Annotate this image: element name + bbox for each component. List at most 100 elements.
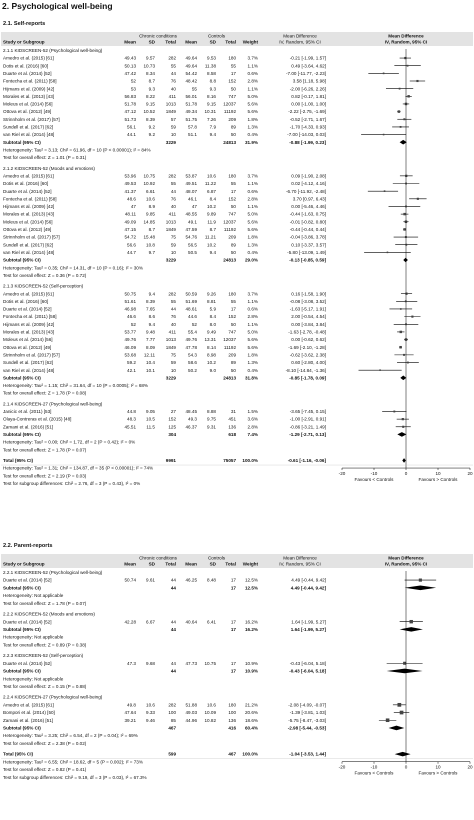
total-n2: 467 <box>228 752 236 757</box>
cell-n2: 89 <box>231 360 237 365</box>
cell-sd1: 9.15 <box>146 102 155 107</box>
study-marker <box>399 308 402 310</box>
cell-m2: 50.59 <box>186 291 198 296</box>
cell-n2: 136 <box>228 718 236 723</box>
cell-w: 5.0% <box>248 330 258 335</box>
mean-header: Mean <box>185 40 197 45</box>
cell-m2: 54.76 <box>186 235 198 240</box>
cell-n1: 1849 <box>166 109 177 114</box>
subtotal-n1: 304 <box>168 432 176 437</box>
cell-sd1: 10.6 <box>146 702 155 707</box>
study-name: Morales et al. (2013) [43] <box>3 330 54 335</box>
cell-n2: 17 <box>231 619 237 624</box>
cell-w: 20.6% <box>245 710 258 715</box>
cell-sd2: 10.6 <box>207 702 216 707</box>
subgroup-title: 2.2.3 KIDSCREEN-52 (Self-perception) <box>3 653 84 658</box>
ci-text: -6.70 [-11.92, -2.48] <box>286 189 326 194</box>
study-name: Duarte et al. (2014) [52] <box>3 189 52 194</box>
overall-effect-text: Test for overall effect: Z = 1.78 (P = 0… <box>3 601 87 606</box>
subtotal-diamond <box>399 139 407 145</box>
ci-text: 0.00 [-1.00, 1.00] <box>291 102 326 107</box>
cell-n1: 1013 <box>166 102 177 107</box>
cell-n1: 75 <box>171 352 177 357</box>
ci-text: -0.86 [-3.21, 1.49] <box>290 424 326 429</box>
overall-effect-text: Test for overall effect: Z = 2.38 (P = 0… <box>3 741 87 746</box>
cell-n2: 209 <box>228 117 236 122</box>
cell-sd2: 11.22 <box>205 181 217 186</box>
cell-sd1: 9.68 <box>146 661 155 666</box>
cell-m1: 44.8 <box>127 409 136 414</box>
subtotal-ci: 4.49 [-0.44, 9.42] <box>291 585 327 590</box>
cell-n1: 40 <box>171 86 177 91</box>
cell-w: 0.4% <box>248 368 258 373</box>
subtotal-n2: 416 <box>228 726 236 731</box>
ci-text: -1.69 [-2.10, -1.28] <box>288 345 326 350</box>
cell-n1: 282 <box>168 173 176 178</box>
subtotal-ci: -0.88 [-1.99, 0.23] <box>289 140 326 145</box>
subtotal-label: Subtotal (95% CI) <box>3 726 41 731</box>
cell-m1: 53.77 <box>125 330 137 335</box>
section-title: 2.2. Parent-reports <box>3 543 52 549</box>
cell-m2: 47 <box>192 204 198 209</box>
cell-n2: 55 <box>231 181 237 186</box>
cell-m2: 40.64 <box>186 619 198 624</box>
cell-n2: 55 <box>231 299 237 304</box>
subtotal-weight: 12.5% <box>245 585 258 590</box>
cell-sd2: 7.26 <box>207 117 216 122</box>
subtotal-ci: -2.98 [-5.44, -0.53] <box>288 726 327 731</box>
cell-n1: 411 <box>169 212 177 217</box>
cell-m1: 59.2 <box>127 360 136 365</box>
ci-text: -2.22 [-2.75, -1.69] <box>288 109 326 114</box>
cell-sd2: 13.31 <box>205 337 217 342</box>
md-method-header-table: IV, Random, 95% CI <box>279 562 320 567</box>
overall-effect-text: Test for overall effect: Z = 1.78 (P = 0… <box>3 447 87 452</box>
subtotal-weight: 7.4% <box>248 432 258 437</box>
cell-m2: 48.61 <box>186 307 198 312</box>
cell-sd2: 8.16 <box>207 94 216 99</box>
cell-w: 16.2% <box>245 619 258 624</box>
overall-effect-text: Test for overall effect: Z = 0.36 (P = 0… <box>3 273 87 278</box>
study-marker <box>407 361 409 364</box>
cell-n1: 125 <box>168 424 176 429</box>
cell-sd2: 9.53 <box>207 56 216 61</box>
cell-m1: 49.8 <box>127 702 136 707</box>
subtotal-n2: 24813 <box>223 140 236 145</box>
cell-m1: 50.13 <box>125 63 137 68</box>
cell-m1: 50.75 <box>125 291 137 296</box>
cell-sd1: 8.7 <box>149 79 156 84</box>
cell-sd1: 11.5 <box>146 424 155 429</box>
subtotal-n1: 467 <box>168 726 176 731</box>
study-name: Moleus et al. (2014) [56] <box>3 337 53 342</box>
total-header: Total <box>165 562 176 567</box>
study-marker <box>399 345 402 349</box>
total-n1: 9991 <box>166 458 177 463</box>
subtotal-label: Subtotal (95% CI) <box>3 375 41 380</box>
total-header: Total <box>165 40 176 45</box>
cell-sd1: 9.2 <box>149 132 156 137</box>
study-marker <box>385 718 390 723</box>
cell-n2: 17 <box>231 307 237 312</box>
cell-m1: 49.43 <box>125 56 137 61</box>
cell-n1: 44 <box>171 661 177 666</box>
study-name: Fontecha et al. (2011) [58] <box>3 314 57 319</box>
subgroup-title: 2.1.3 KIDSCREEN-52 (Self-perception) <box>3 284 84 289</box>
subtotal-diamond <box>404 585 437 591</box>
cell-sd2: 9.31 <box>207 424 216 429</box>
cell-sd1: 6.61 <box>146 189 155 194</box>
cell-n1: 55 <box>171 181 177 186</box>
cell-m1: 47.3 <box>127 661 136 666</box>
x-tick-label: 20 <box>467 765 473 770</box>
ci-text: 0.82 [-0.17, 1.81] <box>291 94 326 99</box>
cell-n1: 76 <box>171 314 177 319</box>
subtotal-weight: 29.0% <box>245 258 258 263</box>
cell-m1: 45.51 <box>125 424 137 429</box>
ci-text: -2.08 [-4.09, -0.07] <box>288 702 326 707</box>
cell-n1: 411 <box>169 330 177 335</box>
cell-w: 18.6% <box>245 718 258 723</box>
cell-n1: 59 <box>171 242 177 247</box>
total-weight: 100.0% <box>242 752 258 757</box>
cell-n2: 50 <box>231 368 237 373</box>
cell-sd2: 9.4 <box>210 132 217 137</box>
ci-text: -0.44 [-1.63, 0.75] <box>290 212 326 217</box>
cell-n1: 76 <box>171 79 177 84</box>
